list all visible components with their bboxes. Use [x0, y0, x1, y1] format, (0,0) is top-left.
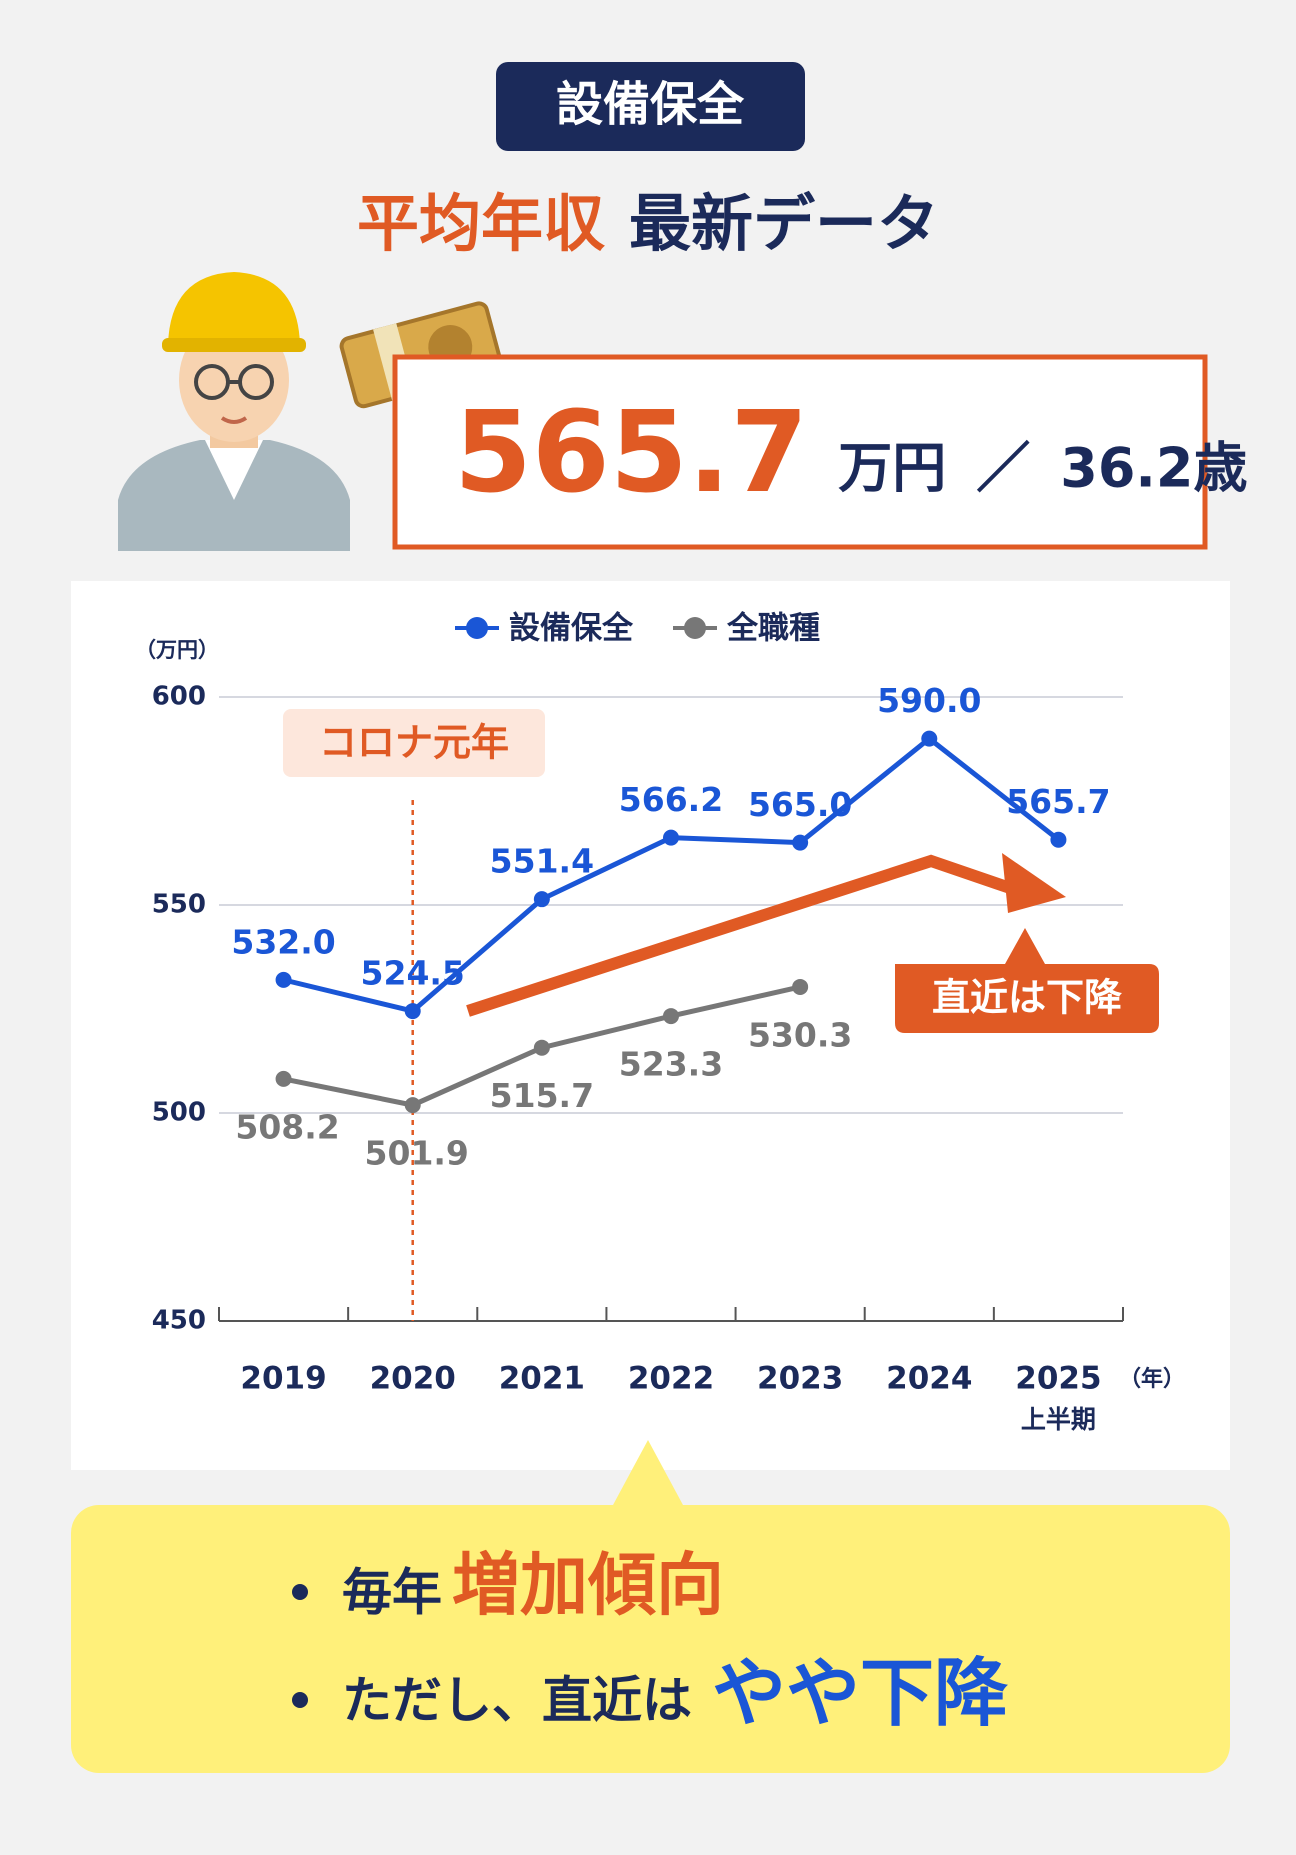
value-label: 515.7 — [490, 1076, 594, 1115]
data-point — [275, 1070, 292, 1087]
title: 最新データ — [629, 187, 939, 260]
x-tick-label: 2021 — [499, 1361, 585, 1397]
x-tick-label: 2024 — [886, 1361, 972, 1397]
trend-arrowhead — [1002, 853, 1066, 913]
trend-arrow — [466, 854, 1012, 1017]
value-label: 532.0 — [231, 922, 335, 961]
covid-label: コロナ元年 — [319, 721, 509, 765]
salary: 565.7 — [454, 388, 808, 518]
y-tick-label: 500 — [152, 1098, 206, 1128]
takeaway-text: ただし、直近は — [342, 1672, 692, 1730]
legend-label: 設備保全 — [509, 611, 634, 647]
x-tick-label: 2020 — [370, 1361, 456, 1397]
covid-label-bg — [283, 709, 545, 777]
value-label: 501.9 — [365, 1134, 469, 1173]
legend-marker — [684, 617, 706, 639]
y-tick-label: 450 — [152, 1306, 206, 1336]
value-label: 508.2 — [235, 1107, 339, 1146]
salary-box — [392, 354, 1208, 550]
data-point — [792, 834, 809, 851]
data-point — [275, 971, 292, 988]
x-tick-label: 2025 — [1015, 1361, 1101, 1397]
value-label: 565.0 — [748, 785, 852, 824]
takeaway-highlight: 増加傾向 — [452, 1547, 724, 1626]
value-label: 523.3 — [619, 1045, 723, 1084]
callout-pointer-fill — [613, 1441, 683, 1506]
x-note: 上半期 — [1021, 1405, 1096, 1434]
age: 36.2歳 — [1060, 437, 1247, 500]
data-point — [1050, 831, 1067, 848]
separator: ／ — [976, 437, 1030, 500]
badge — [496, 62, 805, 151]
data-point — [404, 1097, 421, 1114]
legend-label: 全職種 — [726, 611, 820, 647]
salary-unit: 万円 — [838, 437, 946, 500]
value-label: 590.0 — [877, 681, 981, 720]
data-point — [663, 829, 679, 846]
takeaway-box — [71, 1505, 1230, 1773]
value-label: 530.3 — [748, 1015, 852, 1054]
bullet — [292, 1584, 308, 1600]
data-point — [533, 1039, 550, 1056]
x-tick-label: 2019 — [240, 1361, 326, 1397]
data-point — [533, 891, 550, 908]
recent-callout — [895, 928, 1159, 1033]
takeaway-text: 毎年 — [342, 1564, 442, 1622]
title-highlight: 平均年収 — [357, 187, 605, 260]
x-tick-label: 2022 — [628, 1361, 714, 1397]
data-point — [404, 1003, 421, 1020]
y-tick-label: 600 — [152, 682, 206, 712]
value-label: 524.5 — [361, 954, 465, 993]
badge-text: 設備保全 — [556, 78, 745, 133]
worker-illustration — [118, 272, 350, 551]
value-label: 566.2 — [619, 780, 723, 819]
bullet — [292, 1692, 308, 1708]
legend-marker — [466, 617, 488, 639]
value-label: 565.7 — [1006, 782, 1110, 821]
recent-label: 直近は下降 — [932, 976, 1122, 1020]
data-point — [921, 730, 938, 747]
x-tick-label: 2023 — [757, 1361, 843, 1397]
y-tick-label: 550 — [152, 890, 206, 920]
y-unit: （万円） — [135, 638, 219, 662]
data-point — [663, 1008, 679, 1025]
data-point — [792, 978, 809, 995]
x-unit: （年） — [1119, 1366, 1185, 1392]
value-label: 551.4 — [490, 842, 594, 881]
takeaway-highlight: やや下降 — [712, 1651, 1008, 1737]
